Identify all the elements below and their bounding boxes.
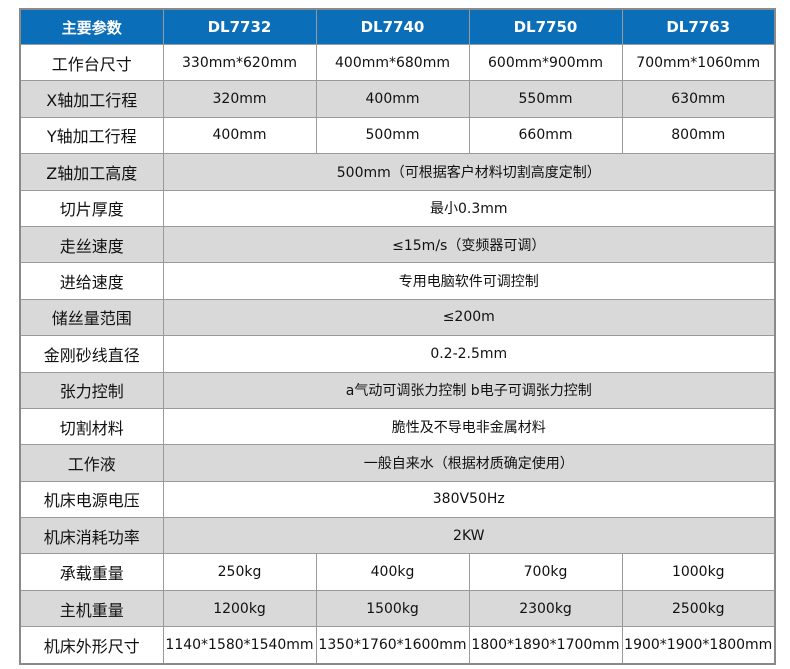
merged-cell-value: ≤200m: [162, 298, 776, 337]
cell-value: 600mm*900mm: [468, 43, 623, 82]
table-row: 承载重量 250kg 400kg 700kg 1000kg: [19, 553, 776, 591]
row-label: 主机重量: [19, 589, 164, 628]
table-row: 主机重量 1200kg 1500kg 2300kg 2500kg: [19, 589, 776, 628]
cell-value: 330mm*620mm: [162, 43, 317, 82]
row-label: 机床消耗功率: [19, 517, 164, 555]
header-row: 主要参数 DL7732 DL7740 DL7750 DL7763: [19, 8, 776, 45]
table-row: 切割材料 脆性及不导电非金属材料: [19, 407, 776, 446]
cell-value: 500mm: [315, 116, 470, 155]
cell-value: 250kg: [162, 553, 317, 591]
cell-value: 660mm: [468, 116, 623, 155]
table-row: 机床外形尺寸 1140*1580*1540mm 1350*1760*1600mm 18…: [19, 626, 776, 665]
row-label: X轴加工行程: [19, 80, 164, 118]
spec-table: 主要参数 DL7732 DL7740 DL7750 DL7763 工作台尺寸 33…: [19, 8, 776, 665]
merged-cell-value: 380V50Hz: [162, 480, 776, 519]
cell-value: 700mm*1060mm: [621, 43, 776, 82]
header-model: DL7750: [468, 8, 623, 45]
table-row: 张力控制 a气动可调张力控制 b电子可调张力控制: [19, 371, 776, 409]
cell-value: 1000kg: [621, 553, 776, 591]
row-label: 工作液: [19, 444, 164, 482]
cell-value: 800mm: [621, 116, 776, 155]
table-row: Z轴加工高度 500mm（可根据客户材料切割高度定制）: [19, 153, 776, 191]
cell-value: 400mm: [315, 80, 470, 118]
merged-cell-value: 专用电脑软件可调控制: [162, 262, 776, 300]
header-model: DL7740: [315, 8, 470, 45]
cell-value: 1140*1580*1540mm: [162, 626, 317, 665]
merged-cell-value: 500mm（可根据客户材料切割高度定制）: [162, 153, 776, 191]
cell-value: 1500kg: [315, 589, 470, 628]
cell-value: 2500kg: [621, 589, 776, 628]
row-label: 走丝速度: [19, 225, 164, 264]
row-label: 机床外形尺寸: [19, 626, 164, 665]
row-label: 切片厚度: [19, 189, 164, 227]
header-model: DL7732: [162, 8, 317, 45]
cell-value: 400mm: [162, 116, 317, 155]
merged-cell-value: 0.2-2.5mm: [162, 335, 776, 373]
merged-cell-value: 2KW: [162, 517, 776, 555]
cell-value: 320mm: [162, 80, 317, 118]
row-label: 进给速度: [19, 262, 164, 300]
cell-value: 2300kg: [468, 589, 623, 628]
cell-value: 1800*1890*1700mm: [468, 626, 623, 665]
row-label: 机床电源电压: [19, 480, 164, 519]
row-label: Y轴加工行程: [19, 116, 164, 155]
row-label: 储丝量范围: [19, 298, 164, 337]
merged-cell-value: a气动可调张力控制 b电子可调张力控制: [162, 371, 776, 409]
table-row: 金刚砂线直径 0.2-2.5mm: [19, 335, 776, 373]
table-row: Y轴加工行程 400mm 500mm 660mm 800mm: [19, 116, 776, 155]
merged-cell-value: ≤15m/s（变频器可调）: [162, 225, 776, 264]
header-model: DL7763: [621, 8, 776, 45]
row-label: 张力控制: [19, 371, 164, 409]
cell-value: 1350*1760*1600mm: [315, 626, 470, 665]
table-row: 工作台尺寸 330mm*620mm 400mm*680mm 600mm*900mm 70…: [19, 43, 776, 82]
row-label: 金刚砂线直径: [19, 335, 164, 373]
cell-value: 700kg: [468, 553, 623, 591]
cell-value: 1900*1900*1800mm: [621, 626, 776, 665]
cell-value: 400kg: [315, 553, 470, 591]
row-label: 工作台尺寸: [19, 43, 164, 82]
table-row: 机床电源电压 380V50Hz: [19, 480, 776, 519]
table-row: X轴加工行程 320mm 400mm 550mm 630mm: [19, 80, 776, 118]
header-label: 主要参数: [19, 8, 164, 45]
table-row: 进给速度 专用电脑软件可调控制: [19, 262, 776, 300]
row-label: 承载重量: [19, 553, 164, 591]
merged-cell-value: 脆性及不导电非金属材料: [162, 407, 776, 446]
table-row: 走丝速度 ≤15m/s（变频器可调）: [19, 225, 776, 264]
merged-cell-value: 一般自来水（根据材质确定使用）: [162, 444, 776, 482]
merged-cell-value: 最小0.3mm: [162, 189, 776, 227]
cell-value: 400mm*680mm: [315, 43, 470, 82]
table-row: 储丝量范围 ≤200m: [19, 298, 776, 337]
cell-value: 550mm: [468, 80, 623, 118]
row-label: 切割材料: [19, 407, 164, 446]
cell-value: 1200kg: [162, 589, 317, 628]
cell-value: 630mm: [621, 80, 776, 118]
table-row: 工作液 一般自来水（根据材质确定使用）: [19, 444, 776, 482]
table-row: 切片厚度 最小0.3mm: [19, 189, 776, 227]
table-row: 机床消耗功率 2KW: [19, 517, 776, 555]
row-label: Z轴加工高度: [19, 153, 164, 191]
